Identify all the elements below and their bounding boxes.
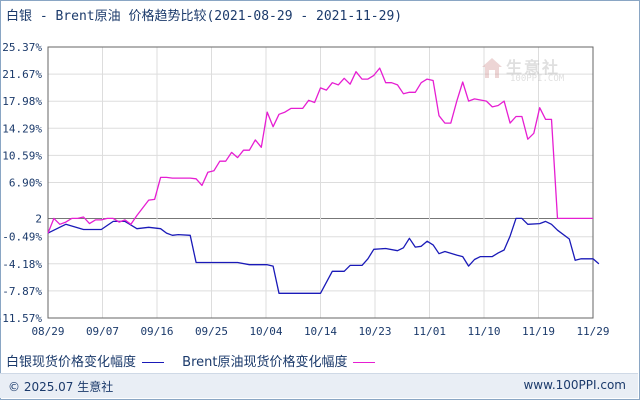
x-tick-label: 11/10 xyxy=(467,325,500,338)
x-tick-label: 10/04 xyxy=(249,325,282,338)
legend-item-brent: Brent原油现货价格变化幅度 xyxy=(182,351,376,370)
y-tick-label: 25.37% xyxy=(2,41,42,54)
y-tick-label: 14.29% xyxy=(2,122,42,135)
chart-title: 白银 - Brent原油 价格趋势比较(2021-08-29 - 2021-11… xyxy=(6,9,403,24)
x-tick-label: 09/25 xyxy=(195,325,228,338)
series-line-silver xyxy=(47,217,600,294)
x-tick-label: 09/16 xyxy=(140,325,173,338)
site-link[interactable]: www.100PPI.com xyxy=(523,378,626,392)
x-tick-label: 11/01 xyxy=(413,325,446,338)
legend-label-brent: Brent原油现货价格变化幅度 xyxy=(182,355,348,370)
y-tick-label: 6.90% xyxy=(9,177,42,190)
watermark-url: 100PPI.COM xyxy=(510,74,565,84)
y-tick-label: -4.18% xyxy=(2,258,42,271)
watermark-name: 生意社 xyxy=(506,58,561,77)
y-tick-label: -11.57% xyxy=(0,312,42,325)
x-tick-label: 11/29 xyxy=(576,325,609,338)
legend-swatch-silver xyxy=(142,362,165,363)
y-tick-label: -0.49% xyxy=(2,231,42,244)
series-line-brent xyxy=(47,67,593,234)
legend-swatch-brent xyxy=(353,362,376,363)
watermark-logo: 生意社 100PPI.COM xyxy=(480,54,580,88)
y-tick-label: -7.87% xyxy=(2,285,42,298)
x-tick-label: 10/14 xyxy=(304,325,337,338)
plot-area-border xyxy=(47,46,594,319)
house-logo-icon xyxy=(482,58,502,78)
x-tick-label: 09/07 xyxy=(86,325,119,338)
legend-item-silver: 白银现货价格变化幅度 xyxy=(6,351,165,370)
x-tick-label: 08/29 xyxy=(31,325,64,338)
y-tick-label: 10.59% xyxy=(2,149,42,162)
legend-label-silver: 白银现货价格变化幅度 xyxy=(6,355,137,370)
copyright-text: © 2025.07 生意社 xyxy=(8,380,114,394)
chart-legend: 白银现货价格变化幅度 Brent原油现货价格变化幅度 xyxy=(6,351,389,370)
x-tick-label: 11/19 xyxy=(522,325,555,338)
footer-bar: © 2025.07 生意社 www.100PPI.com xyxy=(0,373,638,398)
line-chart: 25.37% 21.67% 17.98% 14.29% 10.59% 6.90% 2 -0.4… xyxy=(0,41,610,338)
y-tick-label: 17.98% xyxy=(2,95,42,108)
y-tick-label: 21.67% xyxy=(2,68,42,81)
y-tick-label: 2 xyxy=(35,212,42,225)
x-tick-label: 10/23 xyxy=(358,325,391,338)
